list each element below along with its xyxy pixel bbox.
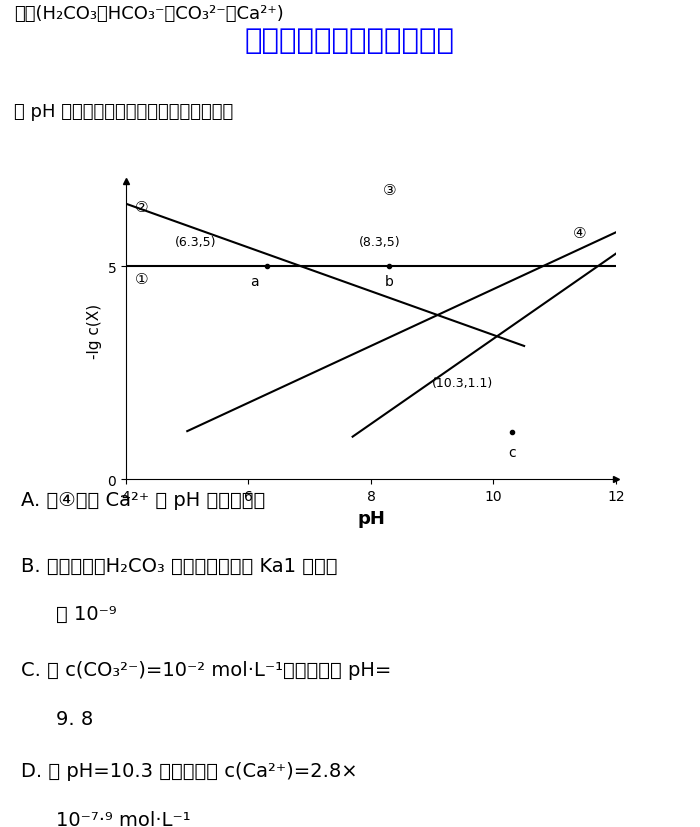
Text: ④: ④ — [573, 225, 587, 240]
Text: C. 当 c(CO₃²⁻)=10⁻² mol·L⁻¹时，溶液的 pH=: C. 当 c(CO₃²⁻)=10⁻² mol·L⁻¹时，溶液的 pH= — [21, 660, 391, 679]
Text: ③: ③ — [383, 183, 397, 198]
Text: D. 当 pH=10.3 时，水体中 c(Ca²⁺)=2.8×: D. 当 pH=10.3 时，水体中 c(Ca²⁺)=2.8× — [21, 761, 358, 780]
Text: B. 该温度下，H₂CO₃ 的电离平衡常数 Ka1 数量级: B. 该温度下，H₂CO₃ 的电离平衡常数 Ka1 数量级 — [21, 556, 337, 575]
Text: a: a — [251, 275, 259, 289]
Text: A. 线④代表 Ca²⁺ 与 pH 的关系曲线: A. 线④代表 Ca²⁺ 与 pH 的关系曲线 — [21, 490, 265, 509]
X-axis label: pH: pH — [357, 509, 385, 527]
Text: 9. 8: 9. 8 — [56, 709, 93, 728]
Text: (8.3,5): (8.3,5) — [358, 236, 400, 249]
Text: 微信公众号关注：趣找答案: 微信公众号关注：趣找答案 — [245, 26, 455, 55]
Text: b: b — [385, 275, 394, 289]
Text: 10⁻⁷·⁹ mol·L⁻¹: 10⁻⁷·⁹ mol·L⁻¹ — [56, 810, 190, 827]
Text: (10.3,1.1): (10.3,1.1) — [432, 376, 493, 389]
Text: 与 pH 的关系如图所示。下列说法错误的是: 与 pH 的关系如图所示。下列说法错误的是 — [14, 103, 233, 121]
Y-axis label: -lg c(X): -lg c(X) — [87, 304, 102, 358]
Text: (6.3,5): (6.3,5) — [175, 236, 216, 249]
Text: ①: ① — [135, 272, 149, 287]
Text: c: c — [508, 445, 516, 459]
Text: 为 10⁻⁹: 为 10⁻⁹ — [56, 605, 117, 624]
Text: ②: ② — [135, 200, 149, 215]
Text: 体中(H₂CO₃、HCO₃⁻、CO₃²⁻、Ca²⁺): 体中(H₂CO₃、HCO₃⁻、CO₃²⁻、Ca²⁺) — [14, 5, 284, 23]
